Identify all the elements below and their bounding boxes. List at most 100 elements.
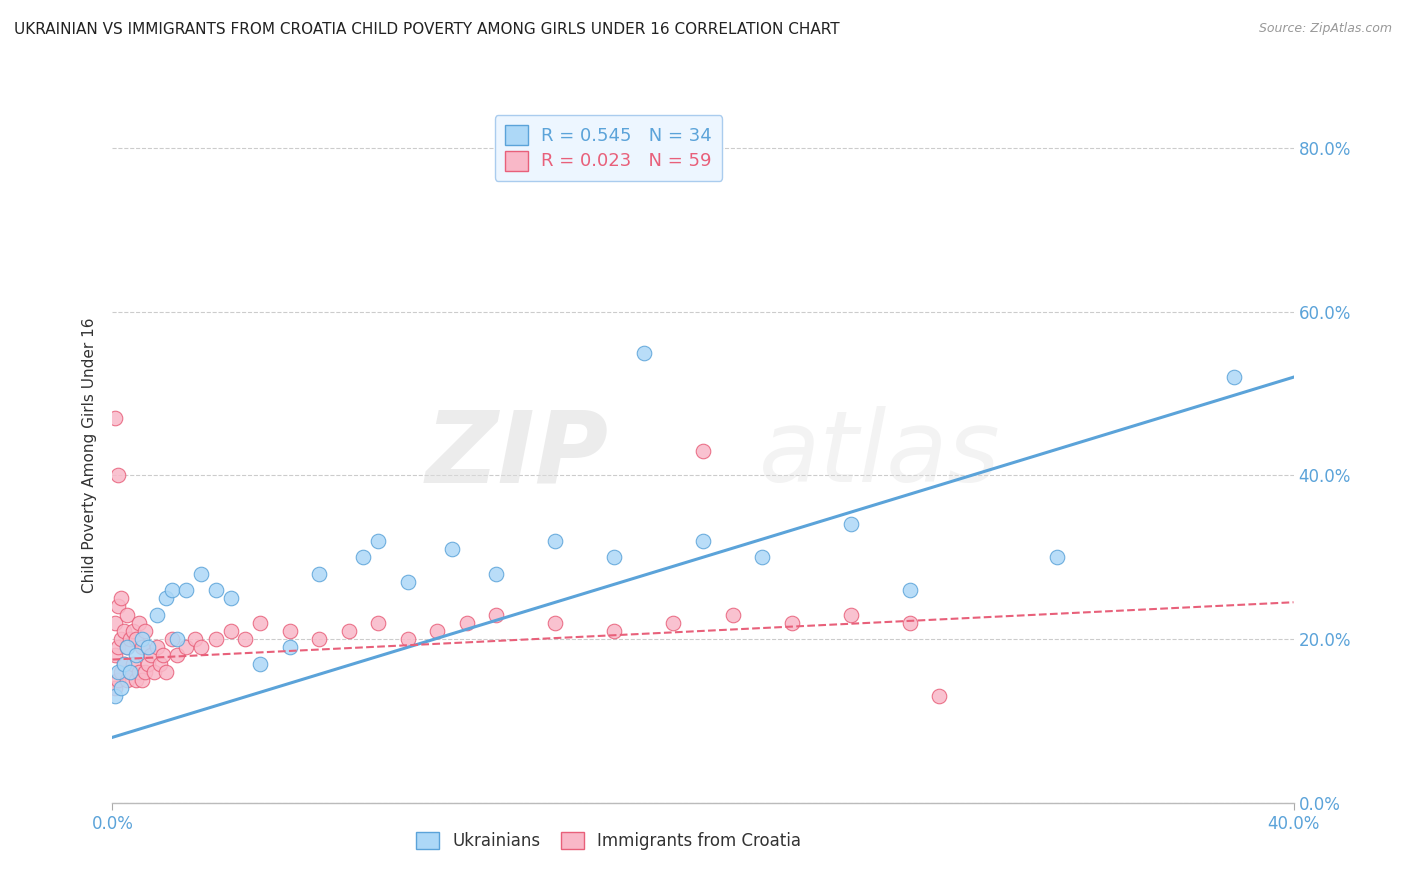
Point <box>136 640 159 655</box>
Point <box>396 632 419 646</box>
Point <box>107 673 129 687</box>
Point <box>110 632 132 646</box>
Point <box>107 468 129 483</box>
Point <box>249 657 271 671</box>
Point <box>134 665 156 679</box>
Point <box>166 632 188 646</box>
Point <box>721 607 744 622</box>
Point <box>128 615 150 630</box>
Point <box>780 615 803 630</box>
Point <box>352 550 374 565</box>
Y-axis label: Child Poverty Among Girls Under 16: Child Poverty Among Girls Under 16 <box>82 318 97 592</box>
Point <box>205 582 228 597</box>
Point <box>131 673 153 687</box>
Point <box>155 665 177 679</box>
Text: UKRAINIAN VS IMMIGRANTS FROM CROATIA CHILD POVERTY AMONG GIRLS UNDER 16 CORRELAT: UKRAINIAN VS IMMIGRANTS FROM CROATIA CHI… <box>14 22 839 37</box>
Text: Source: ZipAtlas.com: Source: ZipAtlas.com <box>1258 22 1392 36</box>
Point <box>110 665 132 679</box>
Point <box>1046 550 1069 565</box>
Point <box>278 624 301 638</box>
Point <box>544 533 567 548</box>
Point <box>122 624 145 638</box>
Point <box>456 615 478 630</box>
Point <box>692 443 714 458</box>
Point <box>898 615 921 630</box>
Point <box>107 640 129 655</box>
Point <box>308 632 330 646</box>
Point <box>104 681 127 696</box>
Point <box>426 624 449 638</box>
Point <box>107 599 129 614</box>
Legend: Ukrainians, Immigrants from Croatia: Ukrainians, Immigrants from Croatia <box>409 826 808 857</box>
Point <box>134 624 156 638</box>
Point <box>146 607 169 622</box>
Point <box>122 657 145 671</box>
Point <box>174 640 197 655</box>
Point <box>104 690 127 704</box>
Point <box>155 591 177 606</box>
Point <box>633 345 655 359</box>
Point <box>112 624 135 638</box>
Point <box>441 542 464 557</box>
Point <box>166 648 188 663</box>
Point <box>125 632 148 646</box>
Point <box>544 615 567 630</box>
Point <box>190 640 212 655</box>
Point <box>110 591 132 606</box>
Text: ZIP: ZIP <box>426 407 609 503</box>
Point <box>205 632 228 646</box>
Point <box>149 657 172 671</box>
Point <box>1223 370 1246 384</box>
Point <box>485 607 508 622</box>
Point <box>233 632 256 646</box>
Point <box>152 648 174 663</box>
Point <box>117 640 138 655</box>
Point <box>184 632 207 646</box>
Point <box>174 582 197 597</box>
Point <box>120 632 142 646</box>
Point <box>160 582 183 597</box>
Point <box>160 632 183 646</box>
Point <box>839 517 862 532</box>
Point <box>337 624 360 638</box>
Text: atlas: atlas <box>759 407 1001 503</box>
Point <box>125 648 148 663</box>
Point <box>139 648 162 663</box>
Point <box>142 665 165 679</box>
Point <box>278 640 301 655</box>
Point <box>131 632 153 646</box>
Point <box>136 657 159 671</box>
Point <box>128 665 150 679</box>
Point <box>131 640 153 655</box>
Point <box>120 665 142 679</box>
Point <box>104 411 127 425</box>
Point <box>190 566 212 581</box>
Point <box>396 574 419 589</box>
Point <box>367 615 389 630</box>
Point <box>928 690 950 704</box>
Point <box>219 624 242 638</box>
Point <box>898 582 921 597</box>
Point <box>112 657 135 671</box>
Point <box>603 550 626 565</box>
Point <box>308 566 330 581</box>
Point <box>117 607 138 622</box>
Point <box>120 665 142 679</box>
Point <box>751 550 773 565</box>
Point <box>110 681 132 696</box>
Point <box>662 615 685 630</box>
Point <box>603 624 626 638</box>
Point <box>104 648 127 663</box>
Point <box>104 615 127 630</box>
Point <box>146 640 169 655</box>
Point <box>249 615 271 630</box>
Point <box>485 566 508 581</box>
Point <box>125 673 148 687</box>
Point <box>839 607 862 622</box>
Point <box>117 673 138 687</box>
Point <box>219 591 242 606</box>
Point <box>107 665 129 679</box>
Point <box>692 533 714 548</box>
Point <box>117 640 138 655</box>
Point <box>367 533 389 548</box>
